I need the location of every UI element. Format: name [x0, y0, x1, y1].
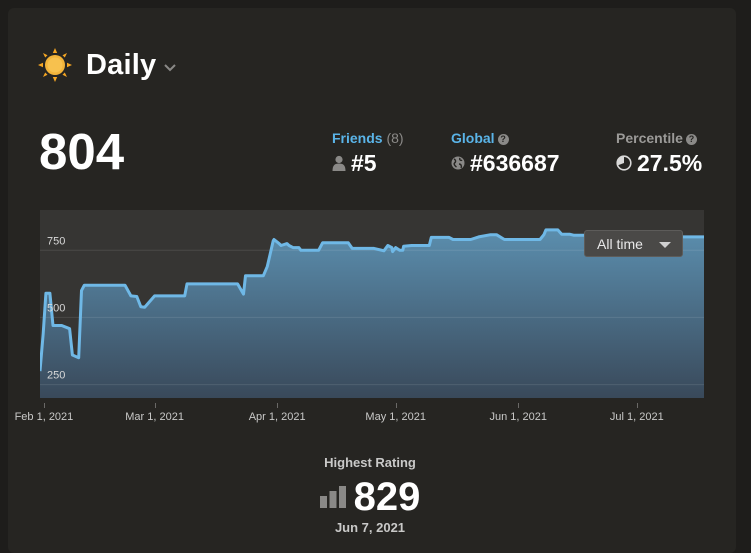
highest-rating: Highest Rating 829 Jun 7, 2021 — [0, 455, 740, 535]
friends-stat[interactable]: Friends (8) #5 — [332, 130, 404, 177]
x-tick-label: May 1, 2021 — [365, 411, 426, 423]
time-range-select[interactable]: All time — [584, 230, 683, 257]
rating-area — [40, 229, 704, 398]
global-stat[interactable]: Global? #636687 — [451, 130, 560, 177]
global-rank: #636687 — [470, 149, 560, 176]
page-title: Daily — [86, 48, 157, 81]
x-tick — [277, 403, 279, 408]
percentile-value: 27.5% — [637, 149, 703, 176]
rating-line — [40, 228, 704, 372]
x-tick — [518, 403, 520, 408]
time-range-value: All time — [597, 235, 643, 252]
x-tick — [154, 403, 156, 408]
pie-chart-icon — [616, 155, 632, 171]
rating-type-selector[interactable]: Daily — [38, 44, 177, 86]
x-tick-label: Mar 1, 2021 — [125, 411, 184, 423]
globe-icon — [451, 156, 465, 170]
percentile-label: Percentile — [616, 130, 683, 146]
x-axis: Feb 1, 2021 Mar 1, 2021 Apr 1, 2021 May 1, … — [15, 403, 704, 433]
highest-rating-value: 829 — [353, 474, 421, 519]
percentile-stat[interactable]: Percentile? 27.5% — [616, 130, 702, 177]
x-tick — [43, 403, 45, 408]
chevron-down-icon[interactable] — [164, 64, 177, 72]
user-icon — [332, 155, 346, 171]
global-label: Global — [451, 130, 495, 146]
caret-down-icon — [659, 242, 671, 248]
x-tick-label: Feb 1, 2021 — [14, 411, 74, 423]
sun-icon — [38, 48, 72, 82]
y-tick-label: 750 — [47, 235, 65, 247]
y-tick-label: 250 — [47, 370, 65, 382]
friends-rank: #5 — [351, 149, 377, 176]
x-tick-label: Jun 1, 2021 — [489, 411, 547, 423]
help-icon[interactable]: ? — [685, 134, 697, 145]
x-tick — [395, 403, 397, 408]
highest-rating-label: Highest Rating — [324, 455, 416, 470]
friends-count: (8) — [386, 130, 404, 146]
highest-rating-date: Jun 7, 2021 — [334, 520, 406, 535]
bar-chart-icon — [319, 486, 346, 508]
current-rating: 804 — [39, 123, 125, 180]
y-tick-label: 500 — [47, 302, 65, 314]
friends-label: Friends — [332, 130, 383, 146]
x-tick — [636, 403, 638, 408]
help-icon[interactable]: ? — [497, 134, 509, 145]
rating-chart: 250 500 750 — [40, 210, 704, 398]
x-tick-label: Apr 1, 2021 — [248, 411, 306, 423]
rating-chart-svg: 250 500 750 — [40, 210, 704, 398]
x-tick-label: Jul 1, 2021 — [609, 411, 664, 423]
